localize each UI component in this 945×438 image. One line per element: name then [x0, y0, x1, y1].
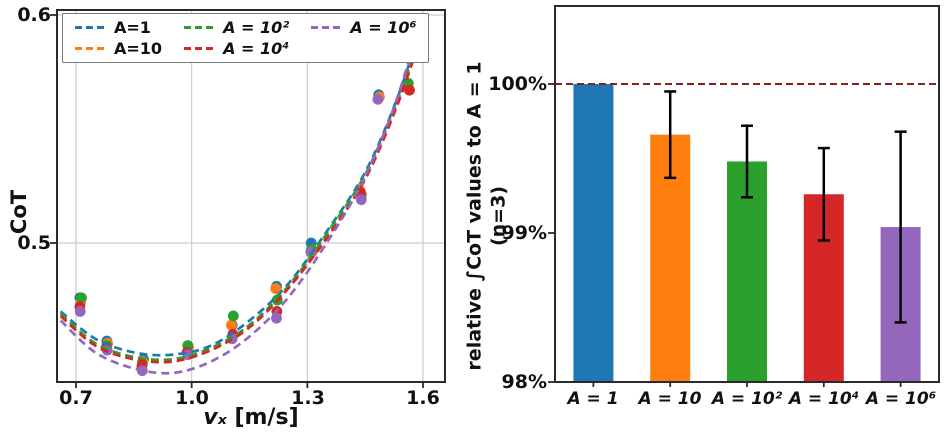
legend-dash-sample — [75, 26, 105, 29]
scatter-point-A = 10⁶ — [355, 194, 367, 206]
legend-item-A=1: A=1 — [75, 18, 162, 37]
scatter-point-A=10 — [225, 319, 237, 331]
scatter-point-A = 10² — [75, 292, 87, 304]
fit-curve-A = 10⁶ — [59, 23, 421, 375]
legend-item-A=10: A=10 — [75, 39, 162, 58]
left-plot-area — [59, 23, 421, 377]
right-ytick-100: 100% — [488, 73, 547, 95]
x-axis-variable: vₓ — [203, 405, 227, 430]
fit-curve-A = 10⁴ — [59, 41, 421, 364]
bar-A = 1 — [573, 84, 614, 382]
left-ytick-0-5: 0.5 — [17, 232, 51, 254]
right-y-axis-label-main: relative ∫CoT values to A = 1 — [463, 61, 486, 371]
right-xtick-A100: A = 10² — [711, 389, 783, 409]
legend-dash-sample — [75, 47, 105, 50]
scatter-point-A = 10² — [227, 310, 239, 322]
legend-item-A = 10⁶: A = 10⁶ — [311, 18, 416, 37]
left-xtick-1-0: 1.0 — [175, 387, 209, 409]
legend-label: A=10 — [114, 39, 163, 58]
right-y-axis-label-sub: (n=3) — [487, 185, 509, 247]
scatter-point-A = 10⁶ — [271, 312, 282, 324]
left-xtick-0-7: 0.7 — [59, 387, 93, 409]
right-y-axis-label: relative ∫CoT values to A = 1 (n=3) — [463, 61, 511, 370]
left-xtick-1-3: 1.3 — [291, 387, 325, 409]
x-axis-unit: [m/s] — [226, 405, 299, 430]
legend: A=1 A=10 A = 10² A = 10⁴ A = 10⁶ — [62, 13, 430, 63]
scatter-point-A=10 — [270, 283, 282, 294]
legend-label: A = 10⁶ — [350, 18, 417, 37]
legend-dash-sample — [184, 47, 215, 50]
legend-label: A = 10² — [223, 18, 290, 37]
scatter-point-A = 10⁴ — [404, 84, 415, 96]
left-y-axis-label: CoT — [7, 189, 31, 235]
right-xtick-A10000: A = 10⁴ — [788, 389, 860, 409]
left-axes-spine — [56, 9, 446, 383]
right-xtick-A10: A = 10 — [638, 389, 702, 409]
left-xtick-1-6: 1.6 — [406, 387, 440, 409]
legend-dash-sample — [184, 26, 215, 29]
legend-label: A=1 — [114, 18, 151, 37]
legend-item-A = 10⁴: A = 10⁴ — [184, 39, 289, 58]
legend-dash-sample — [311, 26, 342, 29]
legend-label: A = 10⁴ — [223, 39, 290, 58]
left-x-axis-label: vₓ [m/s] — [203, 405, 298, 430]
scatter-point-A = 10⁶ — [74, 306, 86, 317]
legend-item-A = 10²: A = 10² — [184, 18, 289, 37]
right-xtick-A1000000: A = 10⁶ — [865, 389, 937, 409]
right-ytick-98: 98% — [501, 371, 547, 393]
right-ytick-99: 99% — [501, 222, 547, 244]
right-xtick-A1: A = 1 — [567, 389, 619, 409]
scatter-point-A = 10⁶ — [372, 93, 384, 105]
left-ytick-0-6: 0.6 — [17, 4, 51, 26]
